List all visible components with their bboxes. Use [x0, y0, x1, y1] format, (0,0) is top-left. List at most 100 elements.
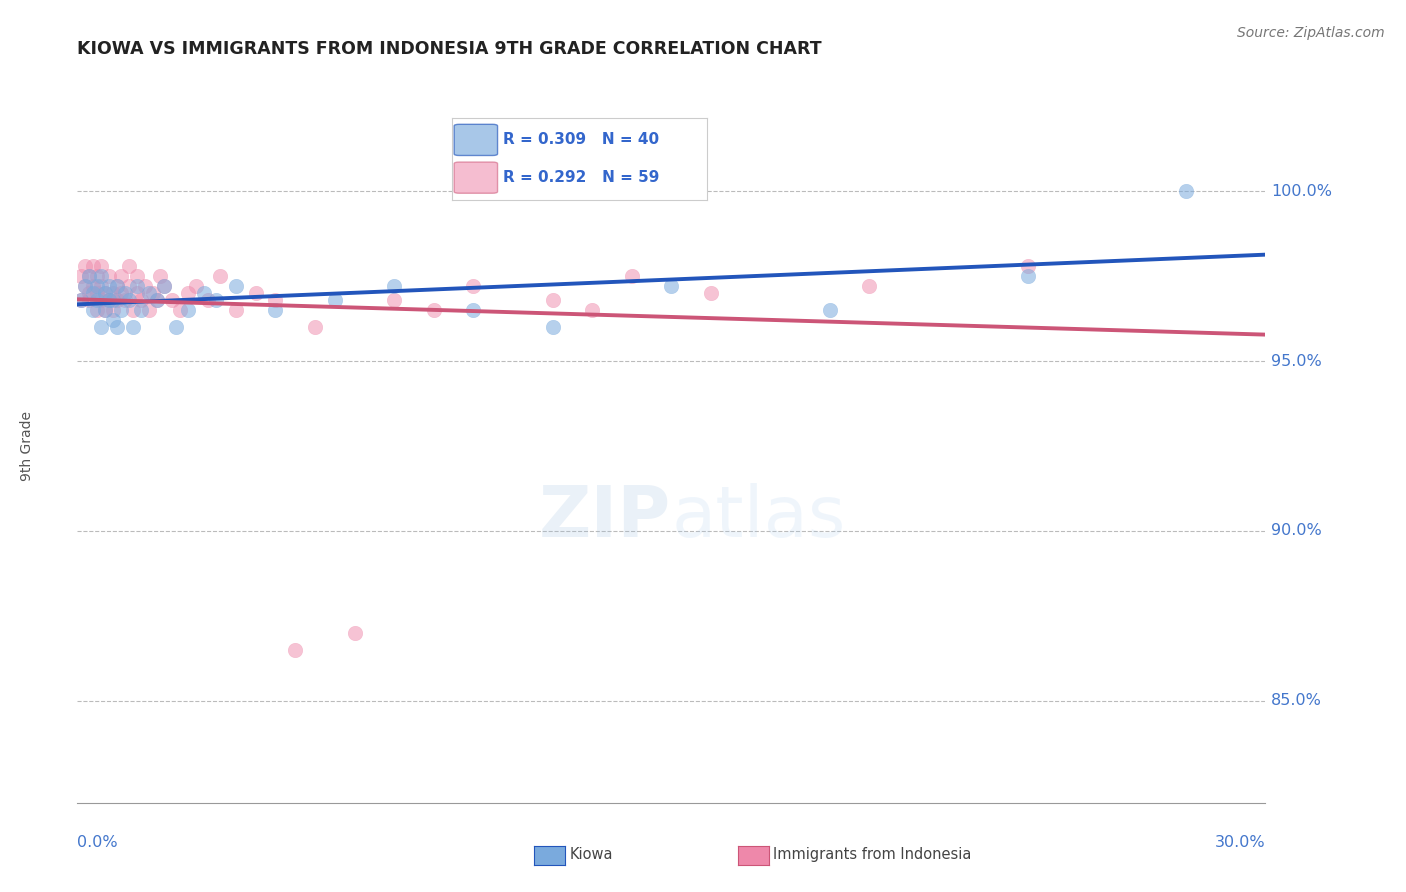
Point: [129, 293, 152, 307]
Point: [125, 286, 148, 301]
Point: [70, 293, 93, 307]
Point: [101, 293, 124, 307]
Text: 0.0%: 0.0%: [77, 835, 118, 850]
Point: [77, 269, 100, 284]
Point: [98, 293, 121, 307]
Point: [661, 279, 683, 293]
Point: [98, 293, 121, 307]
Point: [149, 269, 172, 284]
Point: [284, 643, 307, 657]
Point: [138, 286, 160, 301]
Point: [70, 269, 93, 284]
Point: [197, 293, 219, 307]
FancyBboxPatch shape: [454, 124, 498, 155]
Point: [382, 279, 405, 293]
Point: [70, 293, 93, 307]
Point: [86, 269, 108, 284]
Point: [90, 269, 112, 284]
Point: [75, 279, 97, 293]
Point: [165, 320, 187, 334]
Text: 9th Grade: 9th Grade: [21, 411, 34, 481]
Point: [245, 286, 267, 301]
Point: [118, 259, 141, 273]
Point: [125, 279, 148, 293]
Point: [541, 320, 564, 334]
Point: [818, 303, 841, 318]
Point: [541, 293, 564, 307]
Point: [86, 293, 108, 307]
Point: [77, 293, 100, 307]
Point: [101, 303, 124, 318]
Point: [177, 286, 200, 301]
Point: [323, 293, 346, 307]
Point: [382, 293, 405, 307]
Point: [208, 269, 231, 284]
Point: [1017, 269, 1039, 284]
Point: [169, 303, 191, 318]
Text: 90.0%: 90.0%: [1271, 524, 1322, 539]
Text: 95.0%: 95.0%: [1271, 353, 1322, 368]
Point: [86, 303, 108, 318]
Text: 30.0%: 30.0%: [1215, 835, 1265, 850]
Text: 85.0%: 85.0%: [1271, 693, 1322, 708]
Text: R = 0.309   N = 40: R = 0.309 N = 40: [503, 132, 659, 147]
Point: [75, 279, 97, 293]
Point: [105, 293, 128, 307]
Point: [145, 293, 167, 307]
Point: [138, 303, 160, 318]
Text: KIOWA VS IMMIGRANTS FROM INDONESIA 9TH GRADE CORRELATION CHART: KIOWA VS IMMIGRANTS FROM INDONESIA 9TH G…: [77, 40, 823, 58]
Point: [86, 286, 108, 301]
Point: [94, 286, 117, 301]
Point: [110, 269, 132, 284]
Point: [94, 286, 117, 301]
Point: [1017, 259, 1039, 273]
Point: [75, 259, 97, 273]
Point: [225, 279, 247, 293]
Point: [105, 279, 128, 293]
Point: [118, 279, 141, 293]
Text: R = 0.292   N = 59: R = 0.292 N = 59: [503, 170, 659, 186]
Point: [114, 293, 136, 307]
Point: [264, 303, 287, 318]
FancyBboxPatch shape: [454, 162, 498, 194]
Text: Kiowa: Kiowa: [569, 847, 613, 862]
Text: Immigrants from Indonesia: Immigrants from Indonesia: [773, 847, 972, 862]
Text: ZIP: ZIP: [538, 483, 672, 552]
Point: [94, 303, 117, 318]
Point: [193, 286, 215, 301]
Point: [86, 279, 108, 293]
Point: [1175, 184, 1198, 198]
Point: [90, 320, 112, 334]
Point: [581, 303, 603, 318]
Point: [620, 269, 643, 284]
Point: [101, 313, 124, 327]
Point: [186, 279, 208, 293]
Point: [98, 269, 121, 284]
Point: [700, 286, 723, 301]
Point: [858, 279, 880, 293]
Point: [225, 303, 247, 318]
Point: [77, 269, 100, 284]
Point: [105, 279, 128, 293]
Point: [114, 286, 136, 301]
Point: [125, 269, 148, 284]
Point: [134, 279, 156, 293]
Point: [264, 293, 287, 307]
Point: [82, 279, 104, 293]
Point: [463, 279, 485, 293]
Point: [153, 279, 176, 293]
Point: [90, 259, 112, 273]
Point: [105, 320, 128, 334]
Point: [423, 303, 446, 318]
Point: [177, 303, 200, 318]
Point: [205, 293, 228, 307]
Point: [162, 293, 184, 307]
Point: [121, 320, 143, 334]
Point: [101, 286, 124, 301]
Point: [463, 303, 485, 318]
Point: [118, 293, 141, 307]
Point: [145, 293, 167, 307]
Point: [94, 303, 117, 318]
Point: [82, 286, 104, 301]
Point: [98, 279, 121, 293]
